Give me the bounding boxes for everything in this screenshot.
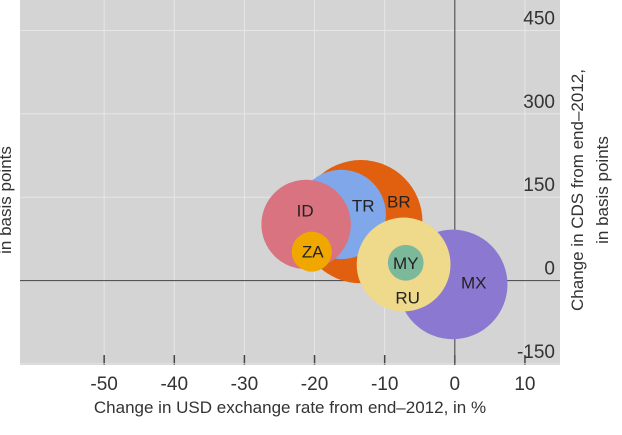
y-tick-label: -150: [517, 342, 555, 363]
left-label: in basis points: [0, 146, 15, 254]
x-tick-label: -30: [231, 374, 258, 395]
x-tick-label: -20: [301, 374, 328, 395]
y-tick-label: 150: [523, 175, 555, 196]
bubble-label: RU: [395, 288, 420, 307]
y-axis-label: in basis points: [593, 136, 612, 244]
bubble: [387, 244, 424, 281]
bubble-label: MY: [393, 254, 419, 273]
bubble-label: ID: [297, 201, 314, 220]
x-axis-label: Change in USD exchange rate from end–201…: [94, 398, 486, 417]
x-tick-label: -50: [90, 374, 117, 395]
y-tick-label: 450: [523, 9, 555, 30]
x-tick-label: -10: [371, 374, 398, 395]
bubble-label: MX: [461, 273, 487, 292]
x-tick-label: 10: [514, 374, 535, 395]
y-tick-label: 300: [523, 92, 555, 113]
bubble-label: BR: [387, 193, 411, 212]
y-tick-label: 0: [544, 259, 555, 280]
bubble-label: TR: [352, 196, 375, 215]
y-axis-label: Change in CDS from end–2012,: [568, 69, 587, 311]
bubble: [291, 231, 332, 272]
bubble-label: ZA: [302, 243, 324, 262]
x-tick-label: -40: [161, 374, 188, 395]
x-tick-label: 0: [450, 374, 461, 395]
